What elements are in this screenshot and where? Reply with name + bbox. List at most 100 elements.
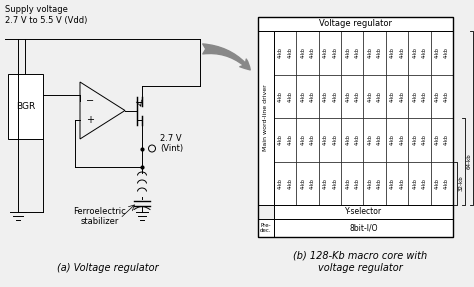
FancyBboxPatch shape	[296, 31, 319, 75]
Text: 4-kb: 4-kb	[332, 47, 337, 58]
FancyBboxPatch shape	[341, 31, 364, 75]
FancyBboxPatch shape	[386, 31, 408, 75]
FancyBboxPatch shape	[408, 31, 430, 75]
FancyBboxPatch shape	[408, 162, 430, 205]
Text: 4-kb: 4-kb	[332, 134, 337, 145]
Text: 4-kb: 4-kb	[435, 178, 440, 189]
Text: 4-kb: 4-kb	[355, 91, 360, 102]
Text: 4-kb: 4-kb	[323, 47, 328, 58]
Text: 4-kb: 4-kb	[368, 134, 373, 145]
Text: 4-kb: 4-kb	[346, 91, 350, 102]
Text: 4-kb: 4-kb	[435, 134, 440, 145]
FancyBboxPatch shape	[258, 219, 274, 237]
Text: Main word-line driver: Main word-line driver	[264, 85, 268, 151]
FancyBboxPatch shape	[364, 118, 386, 162]
FancyBboxPatch shape	[274, 31, 296, 75]
FancyBboxPatch shape	[341, 118, 364, 162]
Text: 4-kb: 4-kb	[278, 178, 283, 189]
Text: 4-kb: 4-kb	[288, 134, 292, 145]
Text: 4-kb: 4-kb	[444, 47, 449, 58]
FancyBboxPatch shape	[430, 162, 453, 205]
FancyBboxPatch shape	[274, 75, 296, 118]
FancyBboxPatch shape	[296, 162, 319, 205]
Text: 4-kb: 4-kb	[412, 91, 418, 102]
FancyBboxPatch shape	[296, 118, 319, 162]
Text: 4-kb: 4-kb	[310, 178, 315, 189]
Text: 4-kb: 4-kb	[412, 47, 418, 58]
Text: 4-kb: 4-kb	[288, 47, 292, 58]
Text: 4-kb: 4-kb	[301, 178, 306, 189]
FancyBboxPatch shape	[8, 74, 43, 139]
FancyBboxPatch shape	[364, 75, 386, 118]
Text: 32-kb: 32-kb	[459, 175, 464, 191]
Text: 4-kb: 4-kb	[390, 91, 395, 102]
Text: 4-kb: 4-kb	[323, 91, 328, 102]
FancyBboxPatch shape	[319, 162, 341, 205]
Text: 4-kb: 4-kb	[444, 91, 449, 102]
FancyBboxPatch shape	[258, 17, 453, 31]
Text: 4-kb: 4-kb	[390, 178, 395, 189]
Text: 4-kb: 4-kb	[422, 47, 427, 58]
FancyBboxPatch shape	[258, 31, 274, 205]
Text: 4-kb: 4-kb	[377, 91, 382, 102]
FancyBboxPatch shape	[408, 118, 430, 162]
Text: (b) 128-Kb macro core with
voltage regulator: (b) 128-Kb macro core with voltage regul…	[293, 251, 427, 273]
Text: 8bit-I/O: 8bit-I/O	[349, 224, 378, 232]
FancyBboxPatch shape	[430, 31, 453, 75]
Text: Y-selector: Y-selector	[345, 208, 382, 216]
Text: 4-kb: 4-kb	[377, 178, 382, 189]
Text: 4-kb: 4-kb	[288, 91, 292, 102]
Text: 4-kb: 4-kb	[400, 178, 404, 189]
FancyBboxPatch shape	[296, 75, 319, 118]
Text: +: +	[86, 115, 94, 125]
Text: 4-kb: 4-kb	[346, 47, 350, 58]
Text: Ferroelectric
stabilizer: Ferroelectric stabilizer	[73, 207, 127, 226]
Text: 4-kb: 4-kb	[355, 134, 360, 145]
Text: 4-kb: 4-kb	[390, 47, 395, 58]
FancyBboxPatch shape	[386, 118, 408, 162]
FancyBboxPatch shape	[319, 75, 341, 118]
Text: 4-kb: 4-kb	[377, 47, 382, 58]
Text: 4-kb: 4-kb	[288, 178, 292, 189]
FancyBboxPatch shape	[319, 118, 341, 162]
FancyBboxPatch shape	[364, 31, 386, 75]
Text: 4-kb: 4-kb	[332, 91, 337, 102]
Text: 4-kb: 4-kb	[368, 47, 373, 58]
Text: 4-kb: 4-kb	[332, 178, 337, 189]
Text: 2.7 V
(Vint): 2.7 V (Vint)	[160, 134, 183, 153]
Text: 4-kb: 4-kb	[422, 178, 427, 189]
Text: 4-kb: 4-kb	[355, 47, 360, 58]
Text: 4-kb: 4-kb	[377, 134, 382, 145]
Text: 4-kb: 4-kb	[400, 134, 404, 145]
Text: 4-kb: 4-kb	[422, 91, 427, 102]
Text: 4-kb: 4-kb	[310, 47, 315, 58]
FancyBboxPatch shape	[274, 219, 453, 237]
Text: 4-kb: 4-kb	[278, 134, 283, 145]
Text: −: −	[86, 96, 94, 106]
Text: 4-kb: 4-kb	[346, 178, 350, 189]
FancyBboxPatch shape	[430, 75, 453, 118]
Text: Pre-
dec.: Pre- dec.	[260, 223, 272, 233]
Text: 4-kb: 4-kb	[278, 91, 283, 102]
FancyBboxPatch shape	[386, 75, 408, 118]
Text: 4-kb: 4-kb	[435, 91, 440, 102]
Text: 4-kb: 4-kb	[390, 134, 395, 145]
FancyBboxPatch shape	[408, 75, 430, 118]
Text: 4-kb: 4-kb	[301, 47, 306, 58]
Text: BGR: BGR	[16, 102, 35, 111]
Text: 4-kb: 4-kb	[435, 47, 440, 58]
Text: (a) Voltage regulator: (a) Voltage regulator	[57, 263, 159, 273]
FancyBboxPatch shape	[319, 31, 341, 75]
Text: 4-kb: 4-kb	[444, 178, 449, 189]
Text: 64-kb: 64-kb	[467, 154, 472, 169]
Text: 4-kb: 4-kb	[278, 47, 283, 58]
Text: 4-kb: 4-kb	[368, 91, 373, 102]
FancyBboxPatch shape	[430, 118, 453, 162]
FancyBboxPatch shape	[341, 75, 364, 118]
Text: 4-kb: 4-kb	[422, 134, 427, 145]
Text: 4-kb: 4-kb	[310, 134, 315, 145]
Text: 4-kb: 4-kb	[310, 91, 315, 102]
Text: 4-kb: 4-kb	[301, 134, 306, 145]
Text: 4-kb: 4-kb	[368, 178, 373, 189]
FancyBboxPatch shape	[341, 162, 364, 205]
